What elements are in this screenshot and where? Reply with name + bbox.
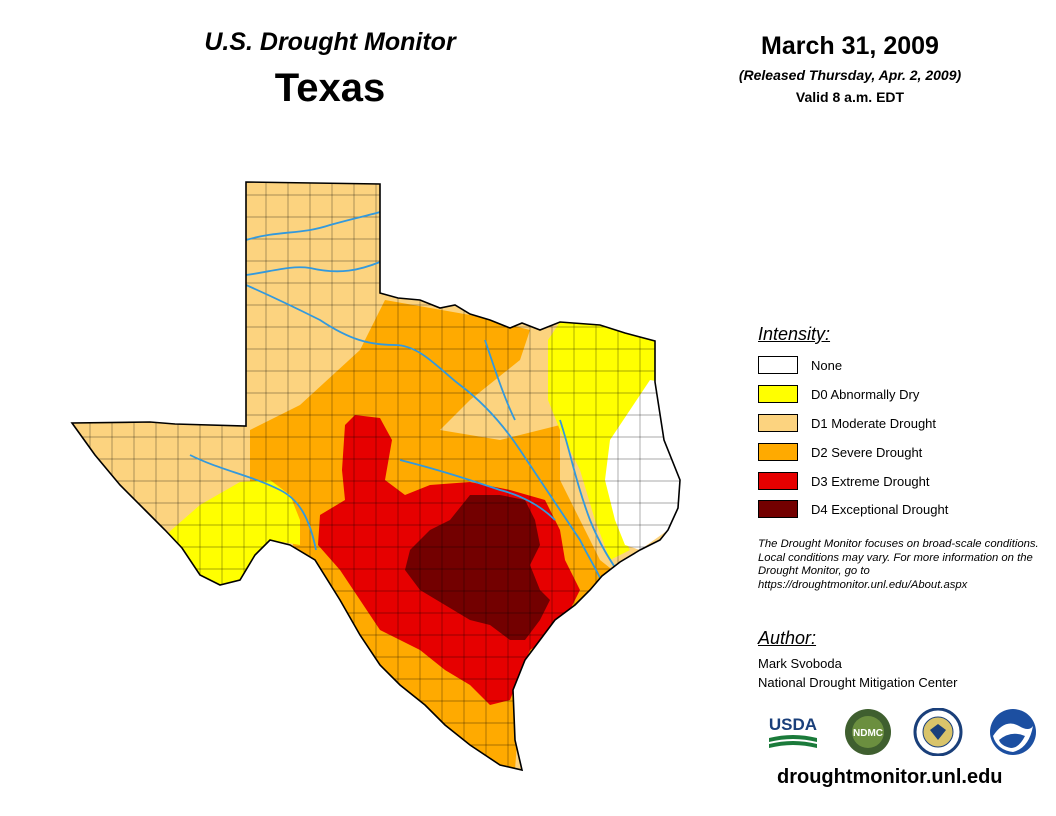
ndmc-logo-text: NDMC [853, 728, 883, 739]
legend-label: D3 Extreme Drought [811, 473, 930, 489]
state-name: Texas [274, 66, 386, 110]
rivers [189, 211, 621, 591]
legend-label: D2 Severe Drought [811, 444, 923, 460]
legend-swatch [758, 356, 798, 374]
legend-swatch [758, 443, 798, 461]
usda-logo-icon: USDA [769, 715, 817, 748]
disclaimer-note: The Drought Monitor focuses on broad-sca… [758, 538, 1039, 591]
usda-logo-text: USDA [769, 715, 817, 734]
d4-exceptional-area [405, 495, 550, 640]
d0-abnormally-dry-area-west [160, 480, 300, 585]
map-title: U.S. Drought Monitor [204, 28, 456, 56]
legend-item-none: None [758, 354, 842, 376]
legend-label: None [811, 357, 843, 373]
legend-swatch [758, 472, 798, 490]
author-heading: Author: [758, 628, 817, 648]
author-organization: National Drought Mitigation Center [758, 675, 958, 690]
legend-title: Intensity: [758, 324, 831, 344]
d0-abnormally-dry-area-east [548, 322, 660, 560]
noaa-logo-icon [990, 709, 1036, 755]
legend-label: D1 Moderate Drought [811, 415, 937, 431]
author-name: Mark Svoboda [758, 656, 842, 671]
legend-label: D0 Abnormally Dry [811, 386, 920, 402]
legend-item-d3: D3 Extreme Drought [758, 470, 930, 492]
release-date: (Released Thursday, Apr. 2, 2009) [738, 67, 962, 83]
map-date: March 31, 2009 [761, 32, 939, 60]
legend-swatch [758, 414, 798, 432]
legend-item-d0: D0 Abnormally Dry [758, 383, 919, 405]
legend-swatch [758, 385, 798, 403]
legend-item-d2: D2 Severe Drought [758, 441, 922, 463]
website-url[interactable]: droughtmonitor.unl.edu [777, 766, 1003, 788]
legend-label: D4 Exceptional Drought [811, 501, 949, 517]
legend-item-d1: D1 Moderate Drought [758, 412, 936, 434]
commerce-seal-icon [913, 708, 963, 756]
legend-item-d4: D4 Exceptional Drought [758, 498, 948, 520]
ndmc-logo-icon: NDMC [845, 709, 891, 755]
legend-swatch [758, 500, 798, 518]
valid-time: Valid 8 a.m. EDT [795, 89, 905, 105]
